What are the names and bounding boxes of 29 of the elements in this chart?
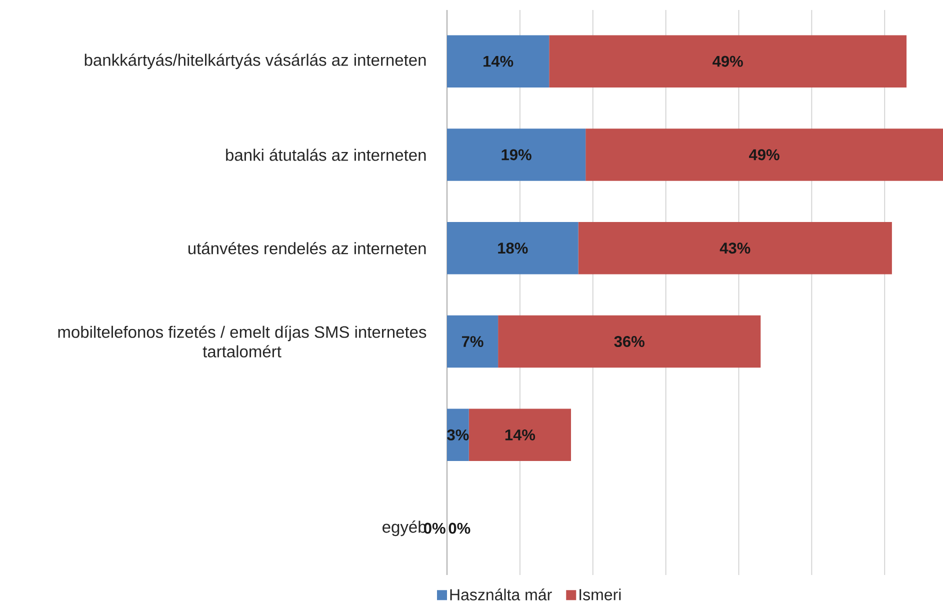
bar: [447, 408, 469, 462]
y-tick-label: egyéb: [382, 520, 426, 536]
bar: [447, 222, 578, 274]
bar: [447, 315, 498, 368]
bar: [549, 35, 907, 88]
data-label: 49%: [749, 149, 780, 160]
legend-label: Ismeri: [580, 588, 621, 600]
data-label: 19%: [502, 149, 532, 160]
bar: [447, 35, 550, 88]
y-tick-label: utánvétes rendelés az interneten: [188, 242, 426, 254]
data-label: 14%: [484, 56, 514, 67]
data-label: 3%: [447, 429, 469, 440]
y-tick-label: bankkártyás/hitelkártyás vásárlás az interneten: [84, 54, 426, 70]
bar: [498, 315, 761, 368]
data-label: 18%: [498, 242, 528, 254]
bar: [586, 128, 943, 181]
data-label: 14%: [505, 429, 536, 440]
data-label: 36%: [614, 336, 644, 348]
bar: [578, 222, 892, 274]
legend-label: Használta már: [450, 588, 552, 600]
data-label: 0%: [424, 522, 446, 534]
bar: [468, 408, 572, 462]
y-tick-label: banki átutalás az interneten: [226, 148, 426, 161]
bar: [447, 128, 586, 181]
data-label: 49%: [712, 56, 743, 67]
data-label: 0%: [448, 522, 470, 534]
y-tick-label: mobiltelefonos fizetés / emelt díjas SMS internetes tartalomért: [58, 326, 426, 358]
data-label: 43%: [720, 242, 750, 254]
data-label: 7%: [462, 336, 484, 347]
